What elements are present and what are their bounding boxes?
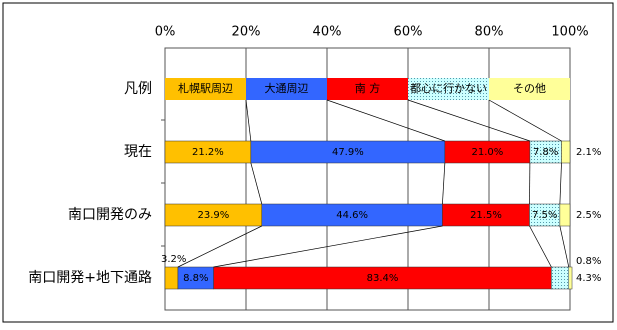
bar	[551, 267, 568, 289]
x-tick-label: 20%	[232, 25, 261, 40]
value-label: 21.2%	[192, 147, 224, 158]
value-label: 23.9%	[198, 210, 230, 221]
legend-entry: 大通周辺	[265, 81, 309, 95]
y-tick-label: 現在	[124, 144, 152, 160]
value-label: 47.9%	[332, 147, 364, 158]
x-tick-label: 80%	[475, 25, 504, 40]
value-label: 21.5%	[470, 210, 502, 221]
value-label: 44.6%	[336, 210, 368, 221]
value-label: 8.8%	[183, 273, 208, 284]
value-label: 7.5%	[532, 210, 557, 221]
legend-entry: 都心に行かない	[410, 82, 487, 95]
value-label: 4.3%	[576, 273, 601, 284]
bar	[569, 267, 572, 289]
x-tick-label: 0%	[155, 25, 176, 40]
value-label: 0.8%	[576, 256, 601, 267]
value-label: 2.5%	[576, 210, 601, 221]
x-tick-label: 40%	[313, 25, 342, 40]
bar	[165, 267, 178, 289]
x-tick-label: 100%	[551, 25, 588, 40]
bar	[560, 204, 570, 226]
legend-entry: 南 方	[355, 81, 381, 95]
value-label: 83.4%	[367, 273, 399, 284]
legend-entry: 札幌駅周辺	[178, 81, 233, 95]
x-tick-label: 60%	[394, 25, 423, 40]
y-tick-label: 南口開発+地下通路	[28, 270, 152, 286]
value-label: 21.0%	[471, 147, 503, 158]
legend-label: 凡例	[124, 81, 152, 97]
y-tick-label: 南口開発のみ	[68, 207, 152, 223]
value-label: 3.2%	[161, 254, 186, 265]
value-label: 2.1%	[576, 147, 601, 158]
bar	[561, 141, 570, 163]
legend-entry: その他	[513, 82, 546, 95]
value-label: 7.8%	[533, 147, 558, 158]
